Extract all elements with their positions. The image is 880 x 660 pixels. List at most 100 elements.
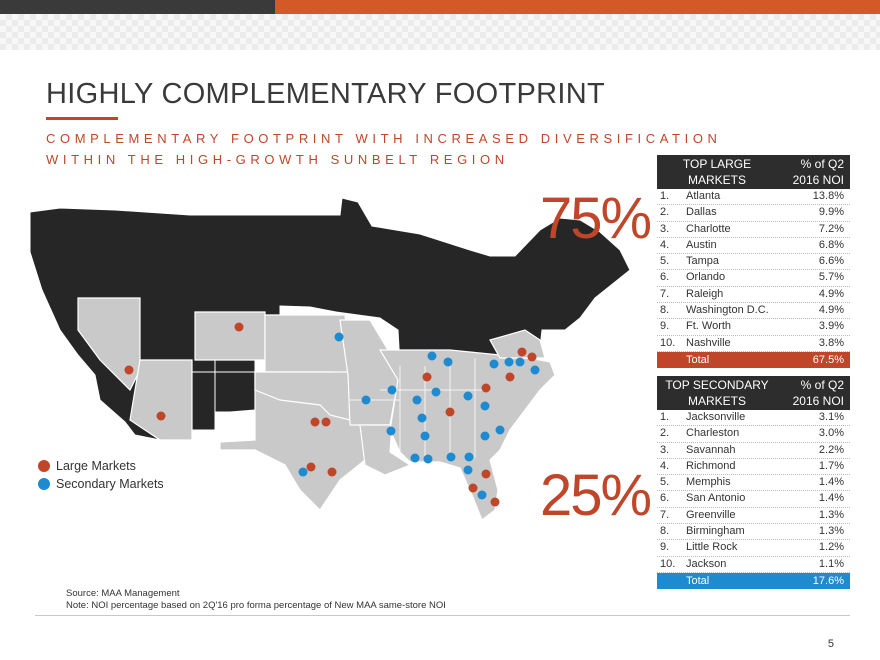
top-bar-dark bbox=[0, 0, 275, 14]
row-rank: 8. bbox=[660, 525, 670, 538]
table-row: 4. Austin 6.8% bbox=[657, 238, 850, 255]
market-dot-large bbox=[327, 467, 337, 477]
table-row: 10. Jackson 1.1% bbox=[657, 557, 850, 573]
row-rank: 4. bbox=[660, 459, 670, 472]
large-market-dots bbox=[124, 322, 537, 507]
state-nevada bbox=[77, 297, 141, 392]
row-market-name: Little Rock bbox=[686, 541, 738, 554]
row-rank: 1. bbox=[660, 190, 670, 202]
subtitle-line-2: WITHIN THE HIGH-GROWTH SUNBELT REGION bbox=[46, 152, 509, 167]
table-row: 1. Atlanta 13.8% bbox=[657, 189, 850, 206]
market-dot-secondary bbox=[530, 365, 540, 375]
row-rank: 6. bbox=[660, 271, 670, 284]
market-dot-large bbox=[490, 497, 500, 507]
map-borders bbox=[350, 358, 490, 458]
row-noi-value: 1.4% bbox=[818, 476, 844, 489]
total-label: Total bbox=[686, 353, 710, 366]
row-rank: 4. bbox=[660, 238, 670, 251]
market-dot-large bbox=[481, 383, 491, 393]
market-dot-secondary bbox=[463, 391, 473, 401]
row-market-name: Richmond bbox=[686, 459, 736, 472]
top-bar-orange bbox=[275, 0, 880, 14]
table-row: 6. San Antonio 1.4% bbox=[657, 491, 850, 508]
secondary-markets-percent: 25% bbox=[540, 463, 652, 528]
table-row: 5. Tampa 6.6% bbox=[657, 254, 850, 271]
state-southeast bbox=[378, 349, 556, 521]
table-row: 3. Charlotte 7.2% bbox=[657, 222, 850, 238]
row-rank: 7. bbox=[660, 287, 670, 300]
row-noi-value: 6.6% bbox=[818, 255, 844, 268]
large-markets-percent: 75% bbox=[540, 186, 652, 251]
table-row: 2. Charleston 3.0% bbox=[657, 426, 850, 443]
row-rank: 2. bbox=[660, 427, 670, 440]
page-title: HIGHLY COMPLEMENTARY FOOTPRINT bbox=[46, 78, 606, 110]
table-row: 8. Washington D.C. 4.9% bbox=[657, 303, 850, 320]
market-dot-large bbox=[422, 372, 432, 382]
market-dot-secondary bbox=[361, 395, 371, 405]
row-rank: 10. bbox=[660, 557, 676, 570]
row-market-name: Dallas bbox=[686, 206, 717, 219]
table-header: TOP SECONDARY MARKETS % of Q2 2016 NOI bbox=[657, 376, 850, 410]
market-dot-secondary bbox=[298, 467, 308, 477]
row-market-name: Birmingham bbox=[686, 525, 745, 538]
market-dot-secondary bbox=[495, 425, 505, 435]
subtitle-line-1: COMPLEMENTARY FOOTPRINT WITH INCREASED D… bbox=[46, 131, 722, 146]
table-row: 1. Jacksonville 3.1% bbox=[657, 410, 850, 427]
market-dot-secondary bbox=[504, 357, 514, 367]
state-virginia-area bbox=[489, 329, 546, 359]
market-dot-secondary bbox=[463, 465, 473, 475]
map-footprint-states bbox=[77, 297, 556, 521]
market-dot-secondary bbox=[515, 357, 525, 367]
market-dot-large bbox=[234, 322, 244, 332]
row-rank: 3. bbox=[660, 443, 670, 456]
row-noi-value: 3.8% bbox=[818, 336, 844, 349]
row-noi-value: 1.4% bbox=[818, 492, 844, 505]
market-dot-secondary bbox=[480, 401, 490, 411]
table-row: 6. Orlando 5.7% bbox=[657, 270, 850, 287]
row-market-name: Raleigh bbox=[686, 287, 724, 300]
market-dot-secondary bbox=[410, 453, 420, 463]
row-noi-value: 4.9% bbox=[818, 287, 844, 300]
state-wyoming bbox=[194, 311, 266, 361]
legend-secondary: Secondary Markets bbox=[38, 475, 164, 493]
row-market-name: Jackson bbox=[686, 557, 727, 570]
row-rank: 2. bbox=[660, 206, 670, 219]
table-row: 5. Memphis 1.4% bbox=[657, 475, 850, 492]
market-dot-secondary bbox=[420, 431, 430, 441]
row-noi-value: 1.3% bbox=[818, 508, 844, 521]
top-large-markets-table: TOP LARGE MARKETS % of Q2 2016 NOI 1. Atl… bbox=[657, 155, 850, 368]
row-rank: 5. bbox=[660, 476, 670, 489]
source-note: Source: MAA Management bbox=[66, 588, 180, 599]
row-market-name: Orlando bbox=[686, 271, 726, 284]
market-dot-secondary bbox=[427, 351, 437, 361]
row-rank: 9. bbox=[660, 541, 670, 554]
row-noi-value: 3.0% bbox=[818, 427, 844, 440]
market-dot-secondary bbox=[387, 385, 397, 395]
row-market-name: Jacksonville bbox=[686, 411, 746, 423]
row-market-name: Washington D.C. bbox=[686, 304, 769, 317]
table-row: 3. Savannah 2.2% bbox=[657, 443, 850, 459]
secondary-market-dots bbox=[298, 332, 540, 500]
market-dot-large bbox=[124, 365, 134, 375]
row-noi-value: 6.8% bbox=[818, 238, 844, 251]
legend-large-label: Large Markets bbox=[56, 459, 136, 473]
market-dot-secondary bbox=[464, 452, 474, 462]
market-dot-secondary bbox=[417, 413, 427, 423]
table-row: 2. Dallas 9.9% bbox=[657, 205, 850, 222]
row-rank: 10. bbox=[660, 336, 676, 349]
secondary-total-row: Total 17.6% bbox=[657, 572, 850, 589]
market-dot-large bbox=[156, 411, 166, 421]
row-rank: 6. bbox=[660, 492, 670, 505]
state-nebraska-kansas bbox=[264, 314, 351, 376]
us-map bbox=[29, 197, 631, 521]
row-market-name: San Antonio bbox=[686, 492, 746, 505]
legend-secondary-dot-icon bbox=[38, 478, 50, 490]
row-noi-value: 3.1% bbox=[818, 411, 844, 423]
row-market-name: Nashville bbox=[686, 336, 731, 349]
row-noi-value: 4.9% bbox=[818, 304, 844, 317]
market-dot-large bbox=[481, 469, 491, 479]
header-markets: TOP LARGE MARKETS bbox=[682, 157, 752, 187]
row-rank: 7. bbox=[660, 508, 670, 521]
footnotes: Source: MAA Management Note: NOI percent… bbox=[66, 588, 446, 612]
table-header: TOP LARGE MARKETS % of Q2 2016 NOI bbox=[657, 155, 850, 189]
